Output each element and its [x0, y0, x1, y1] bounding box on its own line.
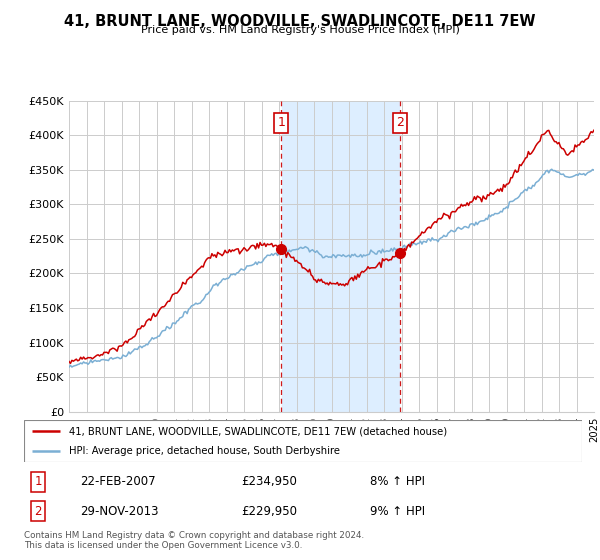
Text: 9% ↑ HPI: 9% ↑ HPI — [370, 505, 425, 517]
FancyBboxPatch shape — [24, 420, 582, 462]
Text: 1: 1 — [34, 475, 42, 488]
Text: 29-NOV-2013: 29-NOV-2013 — [80, 505, 158, 517]
Text: 1: 1 — [277, 116, 285, 129]
Text: £229,950: £229,950 — [242, 505, 298, 517]
Text: 41, BRUNT LANE, WOODVILLE, SWADLINCOTE, DE11 7EW (detached house): 41, BRUNT LANE, WOODVILLE, SWADLINCOTE, … — [68, 426, 447, 436]
Text: 2: 2 — [34, 505, 42, 517]
Text: Contains HM Land Registry data © Crown copyright and database right 2024.
This d: Contains HM Land Registry data © Crown c… — [24, 531, 364, 550]
Text: 2: 2 — [396, 116, 404, 129]
Text: 22-FEB-2007: 22-FEB-2007 — [80, 475, 155, 488]
Text: HPI: Average price, detached house, South Derbyshire: HPI: Average price, detached house, Sout… — [68, 446, 340, 456]
Text: Price paid vs. HM Land Registry's House Price Index (HPI): Price paid vs. HM Land Registry's House … — [140, 25, 460, 35]
Text: 41, BRUNT LANE, WOODVILLE, SWADLINCOTE, DE11 7EW: 41, BRUNT LANE, WOODVILLE, SWADLINCOTE, … — [64, 14, 536, 29]
Text: £234,950: £234,950 — [242, 475, 298, 488]
Text: 8% ↑ HPI: 8% ↑ HPI — [370, 475, 425, 488]
